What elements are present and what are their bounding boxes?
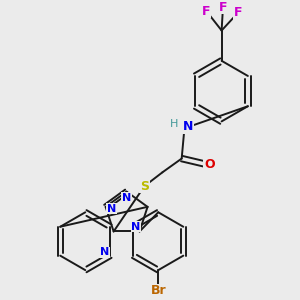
Text: H: H bbox=[170, 119, 178, 129]
Text: S: S bbox=[140, 180, 149, 193]
Text: N: N bbox=[131, 222, 141, 232]
Text: O: O bbox=[204, 158, 214, 171]
Text: F: F bbox=[219, 1, 227, 13]
Text: N: N bbox=[100, 247, 109, 257]
Text: F: F bbox=[234, 6, 242, 19]
Text: Br: Br bbox=[151, 284, 166, 297]
Text: N: N bbox=[107, 204, 116, 214]
Text: N: N bbox=[182, 120, 193, 134]
Text: N: N bbox=[122, 193, 131, 203]
Text: F: F bbox=[202, 5, 211, 18]
